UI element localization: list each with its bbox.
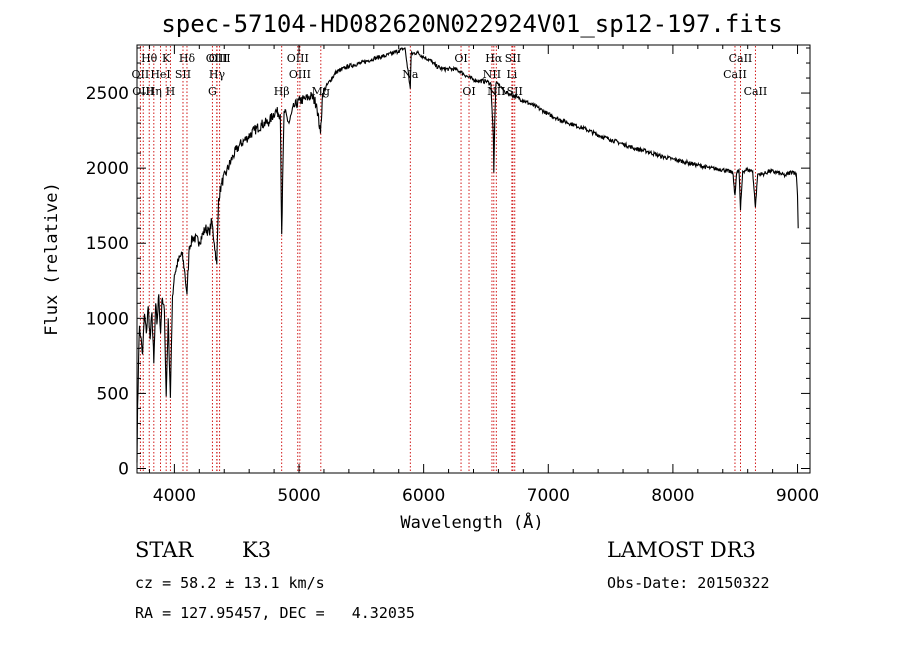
- spectral-line-label: Hα: [485, 52, 503, 65]
- spectral-line-label: G: [208, 85, 217, 98]
- spectral-line-label: HeI: [150, 68, 170, 81]
- x-tick-label: 9000: [776, 486, 819, 506]
- spectral-line-label: CaII: [729, 52, 753, 65]
- object-subclass: K3: [242, 538, 272, 562]
- spectral-line-label: H: [166, 85, 176, 98]
- spectral-line-label: OI: [454, 52, 467, 65]
- x-tick-label: 5000: [277, 486, 320, 506]
- y-axis-label: Flux (relative): [42, 182, 62, 336]
- spectrum-line: [136, 47, 799, 463]
- spectral-line-label: OI: [462, 85, 475, 98]
- spectral-line-label: SII: [175, 68, 191, 81]
- spectral-line-label: CaII: [744, 85, 768, 98]
- spectral-line-labels: HθOIIOIIIHηHeIKHSIIHδGOIIIHγOIIIHβOIIIOI…: [132, 52, 768, 98]
- spectral-line-label: Hδ: [179, 52, 196, 65]
- spectral-line-label: K: [162, 52, 171, 65]
- y-axis-ticks: 0 500 1000 1500 2000 2500: [86, 47, 810, 479]
- spectral-line-label: OIII: [287, 52, 309, 65]
- x-tick-label: 8000: [651, 486, 694, 506]
- plot-frame: [136, 44, 811, 474]
- spectral-line-label: OII: [132, 68, 150, 81]
- x-axis-label: Wavelength (Å): [400, 511, 543, 533]
- spectral-line-label: OIII: [206, 52, 228, 65]
- spectral-line-label: Hβ: [274, 85, 290, 98]
- spectral-line-label: Hθ: [141, 52, 158, 65]
- spectral-line-label: SII: [505, 52, 521, 65]
- y-tick-label: 500: [97, 384, 129, 404]
- x-tick-label: 4000: [153, 486, 196, 506]
- spectral-line-label: OIII: [289, 68, 311, 81]
- spectral-line-label: OIII: [132, 85, 154, 98]
- observation-date: Obs-Date: 20150322: [607, 574, 770, 592]
- spectral-line-label: Hγ: [209, 68, 226, 81]
- x-tick-label: 7000: [527, 486, 570, 506]
- redshift-velocity: cz = 58.2 ± 13.1 km/s: [135, 574, 325, 592]
- x-axis-ticks: 4000 5000 6000 7000 8000 9000: [148, 45, 819, 506]
- sky-coordinates: RA = 127.95457, DEC = 4.32035: [135, 604, 415, 622]
- y-tick-label: 2000: [86, 159, 129, 179]
- x-tick-label: 6000: [402, 486, 445, 506]
- spectral-line-markers: [139, 46, 756, 472]
- spectral-line-label: Hη: [146, 85, 162, 98]
- y-tick-label: 1000: [86, 309, 129, 329]
- spectral-line-label: CaII: [723, 68, 747, 81]
- chart-title: spec-57104-HD082620N022924V01_sp12-197.f…: [161, 10, 782, 38]
- survey-release: LAMOST DR3: [607, 538, 756, 562]
- y-tick-label: 0: [118, 459, 129, 479]
- spectral-line-label: Li: [506, 68, 517, 81]
- spectral-line-label: OIII: [209, 52, 231, 65]
- object-class: STAR: [135, 538, 194, 562]
- y-tick-label: 2500: [86, 84, 129, 104]
- spectral-line-label: NII: [483, 68, 501, 81]
- spectral-line-label: Mg: [312, 85, 330, 98]
- y-tick-label: 1500: [86, 234, 129, 254]
